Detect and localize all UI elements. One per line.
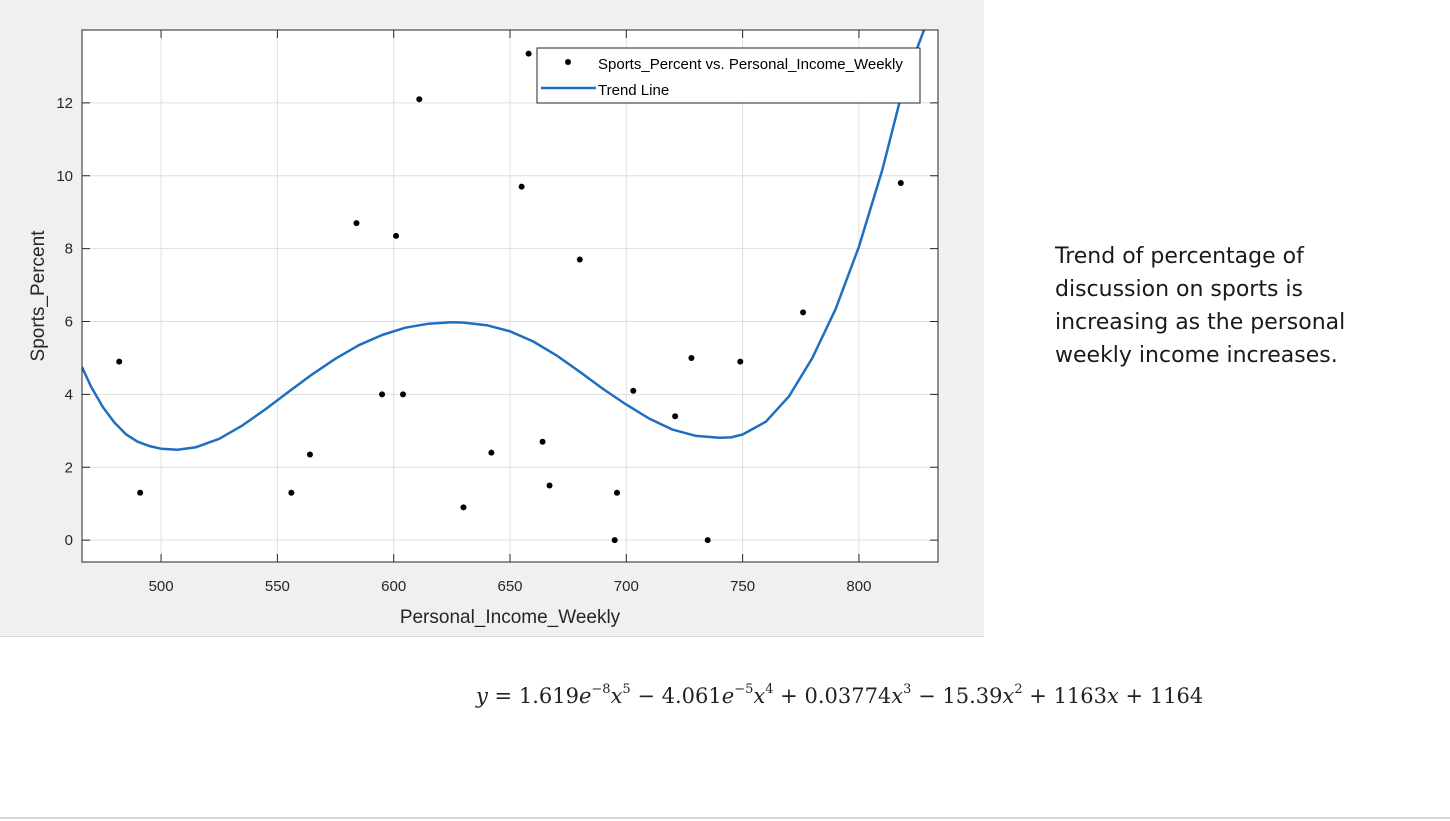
data-point (611, 537, 618, 544)
data-point (518, 183, 525, 190)
eq-lhs: y (476, 684, 488, 708)
data-point (546, 482, 553, 489)
data-point (288, 489, 295, 496)
eq-x-5: x (1107, 684, 1119, 708)
eq-pow-1: 5 (622, 682, 631, 697)
chart-description: Trend of percentage of discussion on spo… (1055, 244, 1346, 368)
eq-exp-1: −8 (591, 682, 611, 697)
trend-line (82, 30, 926, 452)
y-axis-title: Sports_Percent (28, 230, 49, 362)
eq-pow-2: 4 (765, 682, 774, 697)
scatter-plot: 500 550 600 650 700 750 800 0 2 4 6 8 10 12 Personal_… (28, 29, 939, 628)
x-tick-label: 700 (614, 578, 639, 595)
eq-exp-2: −5 (734, 682, 754, 697)
legend: Sports_Percent vs. Personal_Income_Weekl… (536, 47, 921, 104)
y-tick-label: 12 (56, 95, 73, 112)
data-point (576, 256, 583, 263)
data-point (379, 391, 386, 398)
eq-x-1: x (610, 684, 623, 708)
legend-marker-scatter (565, 59, 571, 65)
x-tick-label: 800 (846, 578, 871, 595)
eq-coef-6: 1164 (1149, 684, 1204, 708)
eq-op-1: − (630, 684, 662, 708)
panel-divider (0, 636, 984, 637)
eq-coef-3: 0.03774 (804, 684, 892, 708)
data-point (800, 309, 807, 316)
x-tick-label: 500 (149, 578, 174, 595)
y-tick-label: 2 (65, 459, 73, 476)
grid-lines (82, 30, 938, 562)
data-point (353, 220, 360, 227)
data-point (116, 358, 123, 365)
y-tick-label: 8 (65, 241, 73, 258)
eq-op-4: + (1022, 684, 1054, 708)
y-tick-label: 4 (65, 386, 73, 403)
eq-op-5: + (1118, 684, 1150, 708)
eq-x-4: x (1002, 684, 1015, 708)
x-tick-label: 550 (265, 578, 290, 595)
data-point (416, 96, 423, 103)
data-point (614, 489, 620, 496)
legend-label-trend: Trend Line (598, 82, 669, 99)
trend-line-layer (82, 30, 926, 452)
x-tick-label: 650 (497, 578, 522, 595)
eq-pow-4: 2 (1014, 682, 1023, 697)
data-point (400, 391, 406, 398)
eq-e-1: e (578, 684, 592, 708)
axis-ticks: 500 550 600 650 700 750 800 0 2 4 6 8 10 12 (56, 30, 938, 595)
data-point (897, 180, 904, 187)
legend-box (536, 47, 921, 104)
eq-x-2: x (753, 684, 766, 708)
eq-e-2: e (721, 684, 735, 708)
eq-coef-1: 1.619 (518, 684, 579, 708)
data-point (306, 451, 313, 458)
data-point (488, 449, 495, 456)
eq-x-3: x (891, 684, 904, 708)
eq-coef-5: 1163 (1053, 684, 1108, 708)
eq-op-2: + (773, 684, 805, 708)
eq-coef-2: 4.061 (661, 684, 722, 708)
eq-op-3: − (911, 684, 943, 708)
eq-equals: = (487, 684, 519, 708)
data-point (672, 413, 679, 420)
y-tick-label: 6 (65, 314, 73, 331)
legend-label-scatter: Sports_Percent vs. Personal_Income_Weekl… (598, 56, 903, 73)
data-point (137, 489, 144, 496)
trend-equation: y = 1.619e−8x5 − 4.061e−5x4 + 0.03774x3 … (476, 682, 1204, 708)
y-tick-label: 0 (65, 532, 73, 549)
data-point (393, 232, 400, 239)
data-point (737, 358, 744, 365)
data-point (539, 438, 546, 445)
data-point (460, 504, 467, 511)
data-point (525, 50, 532, 57)
eq-pow-3: 3 (903, 682, 912, 697)
data-point (704, 537, 711, 544)
y-tick-label: 10 (56, 168, 73, 185)
figure-panel: 500 550 600 650 700 750 800 0 2 4 6 8 10 12 Personal_… (0, 0, 984, 636)
x-tick-label: 750 (730, 578, 755, 595)
data-points-layer (116, 50, 904, 544)
data-point (688, 354, 695, 361)
bottom-rule (0, 817, 1450, 819)
x-axis-title: Personal_Income_Weekly (400, 607, 621, 628)
eq-coef-4: 15.39 (942, 684, 1003, 708)
x-tick-label: 600 (381, 578, 406, 595)
data-point (630, 387, 637, 394)
